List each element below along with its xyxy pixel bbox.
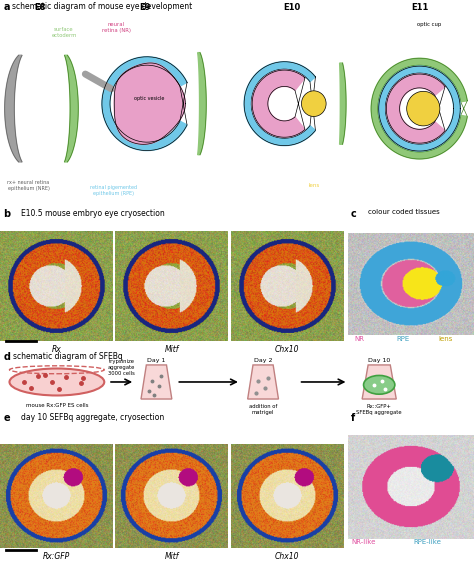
Text: f: f (351, 413, 355, 423)
Text: E11: E11 (411, 3, 428, 12)
Text: E10.5 mouse embryo eye cryosection: E10.5 mouse embryo eye cryosection (21, 208, 164, 218)
Text: Day 2: Day 2 (254, 358, 273, 363)
Text: Mitf: Mitf (164, 345, 179, 354)
Polygon shape (5, 55, 22, 162)
Text: Day 10: Day 10 (368, 358, 390, 363)
Text: schematic diagram of SFEBq: schematic diagram of SFEBq (13, 352, 123, 361)
Polygon shape (102, 57, 187, 151)
Text: Rx: Rx (52, 345, 61, 354)
Text: optic vesicle: optic vesicle (134, 96, 164, 101)
Text: lens: lens (439, 336, 453, 342)
Circle shape (407, 91, 440, 126)
Text: Rx::GFP+
SFEBq aggregate: Rx::GFP+ SFEBq aggregate (356, 404, 402, 415)
Text: optic cup: optic cup (417, 22, 441, 27)
Text: schematic diagram of mouse eye development: schematic diagram of mouse eye developme… (12, 2, 192, 11)
Text: RPE: RPE (396, 336, 410, 342)
Text: retinal pigemented
epithelium (RPE): retinal pigemented epithelium (RPE) (90, 185, 137, 196)
Text: E10: E10 (283, 3, 300, 12)
Polygon shape (252, 70, 305, 137)
Text: E9: E9 (139, 3, 150, 12)
Text: neural
retina (NR): neural retina (NR) (101, 22, 131, 33)
Text: addition of
matrigel: addition of matrigel (249, 404, 277, 415)
Text: surface
ectoderm: surface ectoderm (51, 27, 77, 38)
Polygon shape (371, 59, 467, 159)
Polygon shape (198, 53, 206, 154)
Text: Chx10: Chx10 (275, 552, 300, 561)
Ellipse shape (9, 369, 104, 395)
Text: mouse Rx:GFP ES cells: mouse Rx:GFP ES cells (26, 403, 88, 408)
Polygon shape (141, 365, 172, 399)
Polygon shape (64, 55, 78, 162)
Circle shape (364, 375, 395, 394)
Polygon shape (379, 66, 460, 151)
Text: Chx10: Chx10 (275, 345, 300, 354)
Text: NR: NR (355, 336, 365, 342)
Polygon shape (362, 365, 396, 399)
Text: day 10 SEFBq aggregate, cryosection: day 10 SEFBq aggregate, cryosection (21, 413, 164, 422)
Polygon shape (339, 63, 346, 144)
Text: b: b (3, 208, 10, 219)
Text: Rx:GFP: Rx:GFP (43, 552, 70, 561)
Text: Day 1: Day 1 (147, 358, 165, 363)
Text: rx+ neural retina
epithelium (NRE): rx+ neural retina epithelium (NRE) (7, 180, 50, 191)
Text: E8: E8 (35, 3, 46, 12)
Polygon shape (247, 365, 279, 399)
Polygon shape (114, 63, 185, 144)
Text: colour coded tissues: colour coded tissues (368, 208, 440, 215)
Polygon shape (386, 74, 445, 143)
Polygon shape (244, 62, 315, 145)
Ellipse shape (301, 91, 326, 116)
Text: e: e (3, 413, 10, 423)
Text: d: d (4, 352, 11, 362)
Text: RPE-like: RPE-like (414, 540, 442, 545)
Text: a: a (4, 2, 10, 12)
Text: NR-like: NR-like (351, 540, 375, 545)
Text: Mitf: Mitf (164, 552, 179, 561)
Text: lens: lens (308, 183, 319, 187)
Text: c: c (351, 208, 356, 219)
Text: trypsinize
aggregate
3000 cells: trypsinize aggregate 3000 cells (108, 359, 135, 376)
